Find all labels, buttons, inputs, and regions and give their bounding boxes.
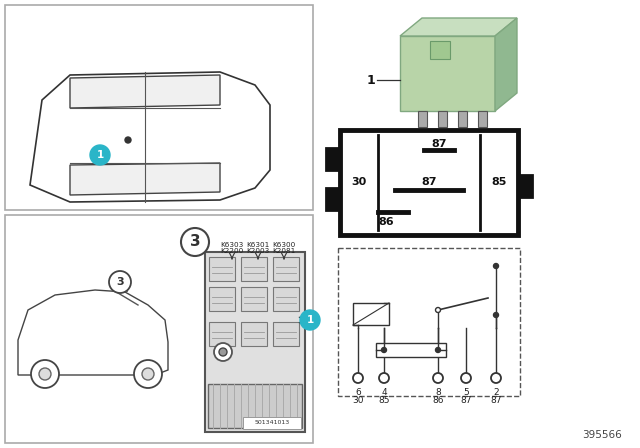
Text: 1: 1 bbox=[366, 73, 375, 86]
Bar bbox=[326, 148, 340, 170]
Polygon shape bbox=[30, 72, 270, 202]
Bar bbox=[5, 215, 313, 443]
Text: 87: 87 bbox=[460, 396, 472, 405]
Bar bbox=[438, 111, 447, 127]
Text: 4: 4 bbox=[381, 388, 387, 397]
Bar bbox=[430, 41, 450, 59]
Circle shape bbox=[353, 373, 363, 383]
Circle shape bbox=[493, 313, 499, 318]
Bar bbox=[418, 111, 427, 127]
Circle shape bbox=[31, 360, 59, 388]
Circle shape bbox=[134, 360, 162, 388]
Bar bbox=[326, 188, 340, 210]
Text: 6: 6 bbox=[355, 388, 361, 397]
Bar bbox=[205, 252, 305, 432]
Text: 1: 1 bbox=[97, 150, 104, 160]
Circle shape bbox=[214, 343, 232, 361]
Circle shape bbox=[109, 271, 131, 293]
Text: 395566: 395566 bbox=[582, 430, 622, 440]
Bar bbox=[273, 287, 299, 311]
Bar bbox=[241, 322, 267, 346]
Text: 5: 5 bbox=[463, 388, 469, 397]
Bar bbox=[273, 322, 299, 346]
Bar bbox=[243, 417, 301, 429]
Text: 3: 3 bbox=[189, 234, 200, 250]
Text: 87: 87 bbox=[490, 396, 502, 405]
Bar bbox=[376, 343, 446, 357]
Text: 2: 2 bbox=[493, 388, 499, 397]
Bar bbox=[353, 303, 389, 325]
Circle shape bbox=[491, 373, 501, 383]
Text: K6300: K6300 bbox=[273, 242, 296, 248]
Circle shape bbox=[219, 348, 227, 356]
Text: 3: 3 bbox=[116, 277, 124, 287]
Bar bbox=[5, 5, 313, 210]
Circle shape bbox=[379, 373, 389, 383]
Text: K2200: K2200 bbox=[220, 248, 244, 254]
Circle shape bbox=[435, 348, 440, 353]
Bar bbox=[400, 36, 495, 111]
Bar bbox=[209, 257, 235, 281]
Text: 86: 86 bbox=[378, 217, 394, 227]
Bar bbox=[518, 175, 532, 197]
Circle shape bbox=[433, 373, 443, 383]
Bar bbox=[458, 111, 467, 127]
Bar bbox=[208, 384, 302, 428]
Circle shape bbox=[435, 307, 440, 313]
Text: K6301: K6301 bbox=[246, 242, 269, 248]
Text: K6303: K6303 bbox=[220, 242, 244, 248]
Text: K2081: K2081 bbox=[273, 248, 296, 254]
Bar bbox=[338, 248, 520, 396]
Bar bbox=[209, 322, 235, 346]
Circle shape bbox=[90, 145, 110, 165]
Circle shape bbox=[125, 137, 131, 143]
Polygon shape bbox=[70, 75, 220, 108]
Bar bbox=[340, 130, 518, 235]
Text: 87: 87 bbox=[421, 177, 436, 187]
Bar bbox=[478, 111, 487, 127]
Circle shape bbox=[381, 348, 387, 353]
Polygon shape bbox=[400, 18, 517, 36]
Text: 85: 85 bbox=[492, 177, 507, 187]
Text: 30: 30 bbox=[352, 396, 364, 405]
Text: 85: 85 bbox=[378, 396, 390, 405]
Text: 86: 86 bbox=[432, 396, 444, 405]
Text: 501341013: 501341013 bbox=[254, 421, 290, 426]
Polygon shape bbox=[495, 18, 517, 111]
Bar bbox=[241, 287, 267, 311]
Text: K2003: K2003 bbox=[246, 248, 269, 254]
Circle shape bbox=[142, 368, 154, 380]
Circle shape bbox=[300, 310, 320, 330]
Polygon shape bbox=[70, 163, 220, 195]
Text: 87: 87 bbox=[431, 139, 447, 149]
Text: 30: 30 bbox=[351, 177, 367, 187]
Text: 8: 8 bbox=[435, 388, 441, 397]
Bar bbox=[209, 287, 235, 311]
Bar bbox=[273, 257, 299, 281]
Circle shape bbox=[39, 368, 51, 380]
Circle shape bbox=[181, 228, 209, 256]
Circle shape bbox=[493, 263, 499, 268]
Polygon shape bbox=[18, 290, 168, 375]
Circle shape bbox=[461, 373, 471, 383]
Text: 1: 1 bbox=[307, 315, 314, 325]
Bar bbox=[241, 257, 267, 281]
